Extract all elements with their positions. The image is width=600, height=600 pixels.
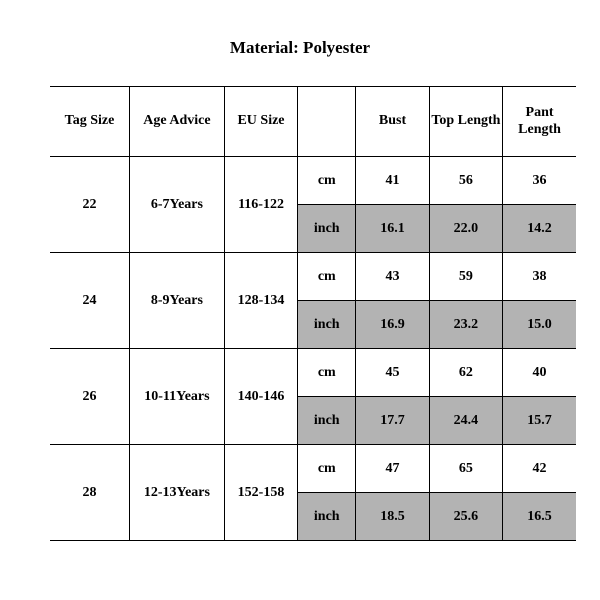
- cell-bust: 16.9: [356, 301, 429, 349]
- cell-unit: cm: [298, 349, 356, 397]
- cell-bust: 16.1: [356, 205, 429, 253]
- col-unit: [298, 87, 356, 157]
- cell-age: 8-9Years: [130, 253, 225, 349]
- cell-top: 22.0: [429, 205, 502, 253]
- cell-eu: 116-122: [224, 157, 297, 253]
- cell-bust: 41: [356, 157, 429, 205]
- cell-eu: 152-158: [224, 445, 297, 541]
- col-eu-size: EU Size: [224, 87, 297, 157]
- cell-eu: 128-134: [224, 253, 297, 349]
- cell-bust: 47: [356, 445, 429, 493]
- cell-top: 59: [429, 253, 502, 301]
- cell-age: 6-7Years: [130, 157, 225, 253]
- table-header-row: Tag Size Age Advice EU Size Bust Top Len…: [50, 87, 576, 157]
- cell-tag: 28: [50, 445, 130, 541]
- cell-top: 65: [429, 445, 502, 493]
- cell-pant: 40: [503, 349, 576, 397]
- cell-tag: 22: [50, 157, 130, 253]
- col-tag-size: Tag Size: [50, 87, 130, 157]
- cell-tag: 24: [50, 253, 130, 349]
- size-chart-container: Tag Size Age Advice EU Size Bust Top Len…: [0, 86, 600, 541]
- cell-top: 25.6: [429, 493, 502, 541]
- cell-unit: inch: [298, 205, 356, 253]
- cell-age: 10-11Years: [130, 349, 225, 445]
- cell-unit: inch: [298, 397, 356, 445]
- table-row: 22 6-7Years 116-122 cm 41 56 36: [50, 157, 576, 205]
- page-title: Material: Polyester: [0, 0, 600, 86]
- cell-top: 23.2: [429, 301, 502, 349]
- col-age-advice: Age Advice: [130, 87, 225, 157]
- cell-pant: 38: [503, 253, 576, 301]
- cell-pant: 36: [503, 157, 576, 205]
- cell-pant: 42: [503, 445, 576, 493]
- cell-top: 24.4: [429, 397, 502, 445]
- cell-top: 56: [429, 157, 502, 205]
- cell-top: 62: [429, 349, 502, 397]
- col-pant-length: Pant Length: [503, 87, 576, 157]
- cell-eu: 140-146: [224, 349, 297, 445]
- cell-unit: inch: [298, 493, 356, 541]
- cell-bust: 43: [356, 253, 429, 301]
- table-row: 26 10-11Years 140-146 cm 45 62 40: [50, 349, 576, 397]
- cell-unit: cm: [298, 157, 356, 205]
- cell-bust: 17.7: [356, 397, 429, 445]
- col-bust: Bust: [356, 87, 429, 157]
- cell-bust: 45: [356, 349, 429, 397]
- cell-pant: 14.2: [503, 205, 576, 253]
- cell-tag: 26: [50, 349, 130, 445]
- table-row: 28 12-13Years 152-158 cm 47 65 42: [50, 445, 576, 493]
- col-top-length: Top Length: [429, 87, 502, 157]
- cell-pant: 15.7: [503, 397, 576, 445]
- cell-age: 12-13Years: [130, 445, 225, 541]
- size-chart-table: Tag Size Age Advice EU Size Bust Top Len…: [50, 86, 576, 541]
- cell-unit: cm: [298, 253, 356, 301]
- cell-bust: 18.5: [356, 493, 429, 541]
- cell-unit: inch: [298, 301, 356, 349]
- table-body: 22 6-7Years 116-122 cm 41 56 36 inch 16.…: [50, 157, 576, 541]
- cell-unit: cm: [298, 445, 356, 493]
- table-row: 24 8-9Years 128-134 cm 43 59 38: [50, 253, 576, 301]
- cell-pant: 16.5: [503, 493, 576, 541]
- cell-pant: 15.0: [503, 301, 576, 349]
